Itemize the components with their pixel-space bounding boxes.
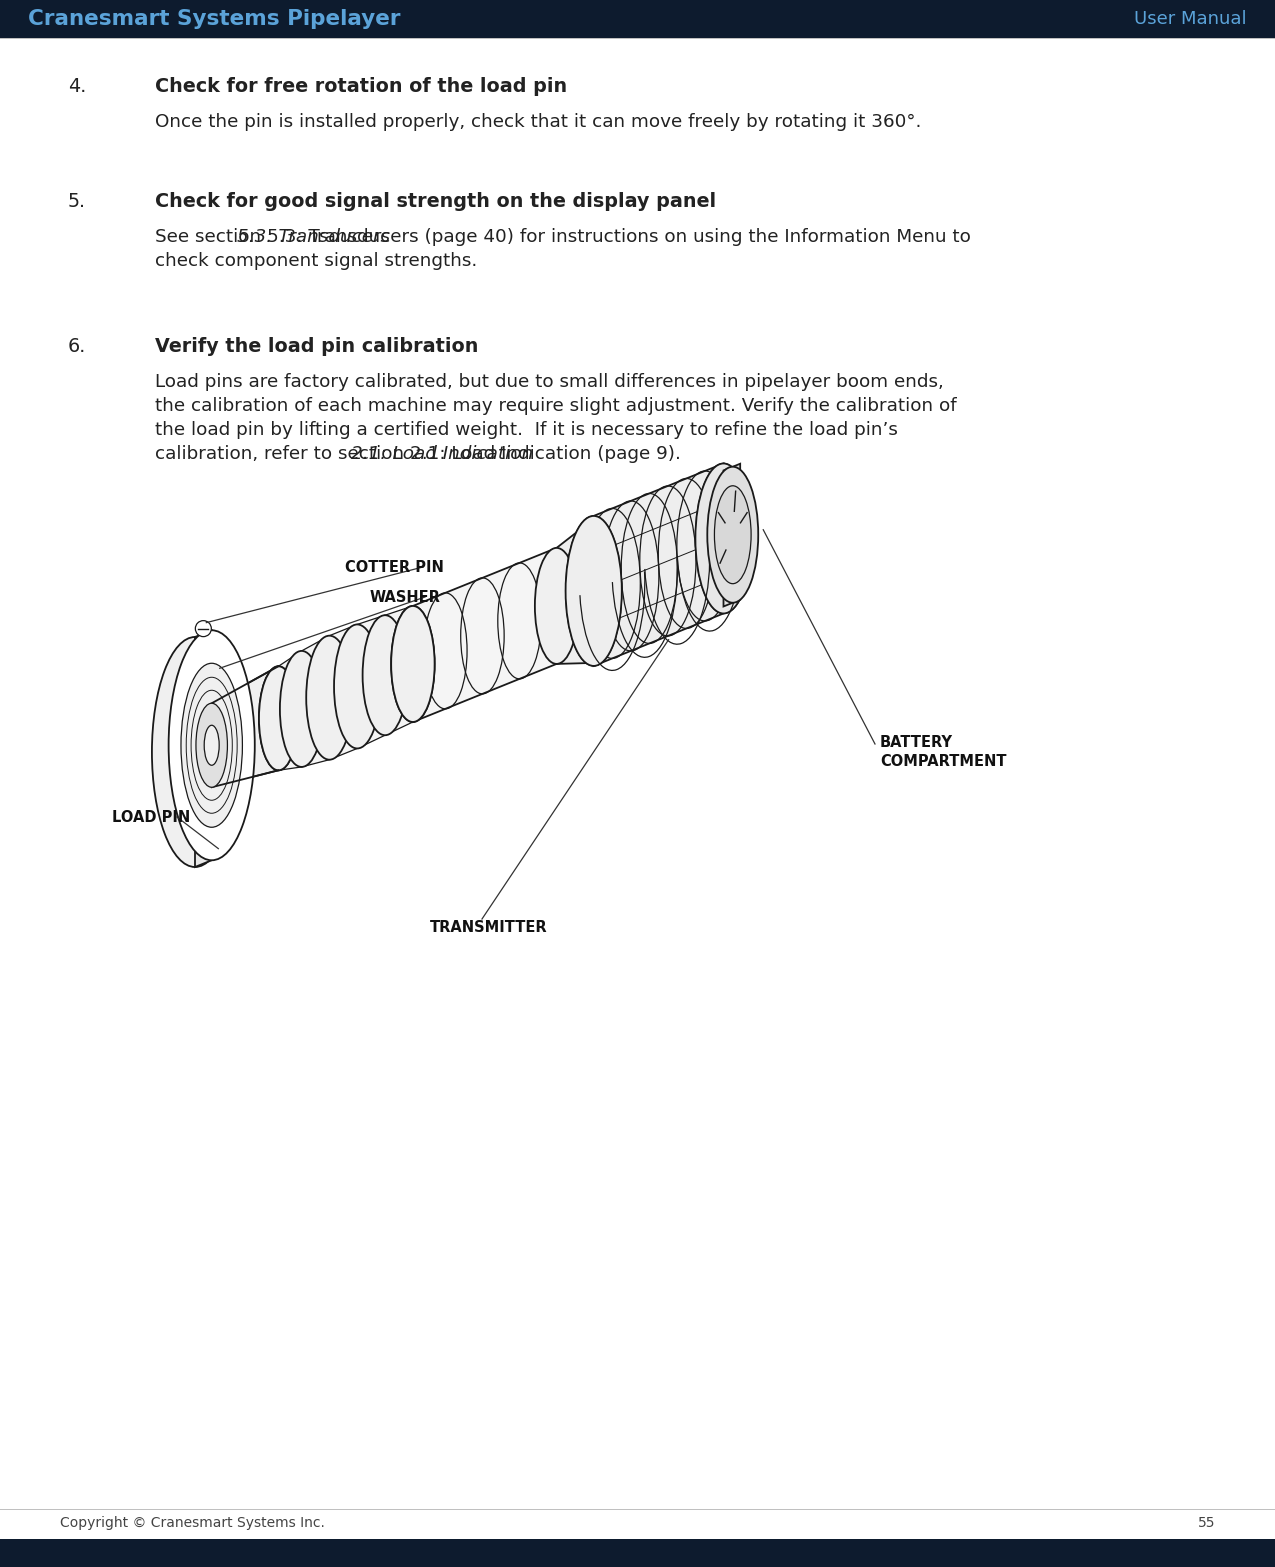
Text: Check for free rotation of the load pin: Check for free rotation of the load pin [156,77,567,96]
Ellipse shape [708,467,759,603]
Polygon shape [302,636,329,766]
Polygon shape [413,548,557,722]
Polygon shape [357,616,385,749]
Text: LOAD PIN: LOAD PIN [112,810,190,824]
Polygon shape [212,666,278,787]
Ellipse shape [362,616,408,735]
Ellipse shape [280,650,324,766]
Text: Cranesmart Systems Pipelayer: Cranesmart Systems Pipelayer [28,9,400,30]
Text: BATTERY
COMPARTMENT: BATTERY COMPARTMENT [880,735,1006,769]
Polygon shape [385,606,413,735]
Polygon shape [723,464,741,606]
Ellipse shape [259,666,298,771]
Polygon shape [557,519,594,664]
Polygon shape [278,650,302,771]
Ellipse shape [714,486,751,583]
Ellipse shape [391,606,435,722]
Ellipse shape [566,516,622,666]
Ellipse shape [695,464,751,613]
Text: check component signal strengths.: check component signal strengths. [156,252,477,270]
Text: TRANSMITTER: TRANSMITTER [430,920,548,934]
Text: 5.: 5. [68,193,87,212]
Ellipse shape [152,638,238,867]
Polygon shape [195,630,212,867]
Ellipse shape [196,704,227,787]
Polygon shape [594,464,723,666]
Bar [0,0,1275,38]
Text: calibration, refer to section 2.1: Load Indication (page 9).: calibration, refer to section 2.1: Load … [156,445,681,462]
Text: Load pins are factory calibrated, but due to small differences in pipelayer boom: Load pins are factory calibrated, but du… [156,373,944,392]
Ellipse shape [204,726,219,765]
Ellipse shape [334,624,380,749]
Text: 4.: 4. [68,77,87,96]
Text: User Manual: User Manual [1135,9,1247,28]
Text: Copyright © Cranesmart Systems Inc.: Copyright © Cranesmart Systems Inc. [60,1515,325,1529]
Ellipse shape [259,666,298,771]
Ellipse shape [196,704,227,787]
Text: Once the pin is installed properly, check that it can move freely by rotating it: Once the pin is installed properly, chec… [156,113,922,132]
Polygon shape [329,624,357,760]
Text: 6.: 6. [68,337,87,356]
Text: 5.3: Transducers: 5.3: Transducers [237,229,390,246]
Text: the calibration of each machine may require slight adjustment. Verify the calibr: the calibration of each machine may requ… [156,396,956,415]
Ellipse shape [181,663,242,827]
Circle shape [195,621,212,636]
Ellipse shape [391,606,435,722]
Text: 2.1: Load Indication: 2.1: Load Indication [351,445,533,462]
Text: Verify the load pin calibration: Verify the load pin calibration [156,337,478,356]
Ellipse shape [306,636,353,760]
Ellipse shape [168,630,255,860]
Text: See section 5.3: Transducers (page 40) for instructions on using the Information: See section 5.3: Transducers (page 40) f… [156,229,970,246]
Bar [0,1539,1275,1567]
Text: Check for good signal strength on the display panel: Check for good signal strength on the di… [156,193,717,212]
Text: the load pin by lifting a certified weight.  If it is necessary to refine the lo: the load pin by lifting a certified weig… [156,422,898,439]
Ellipse shape [536,548,579,664]
Text: WASHER: WASHER [370,589,441,605]
Text: COTTER PIN: COTTER PIN [346,559,444,575]
Text: 55: 55 [1197,1515,1215,1529]
